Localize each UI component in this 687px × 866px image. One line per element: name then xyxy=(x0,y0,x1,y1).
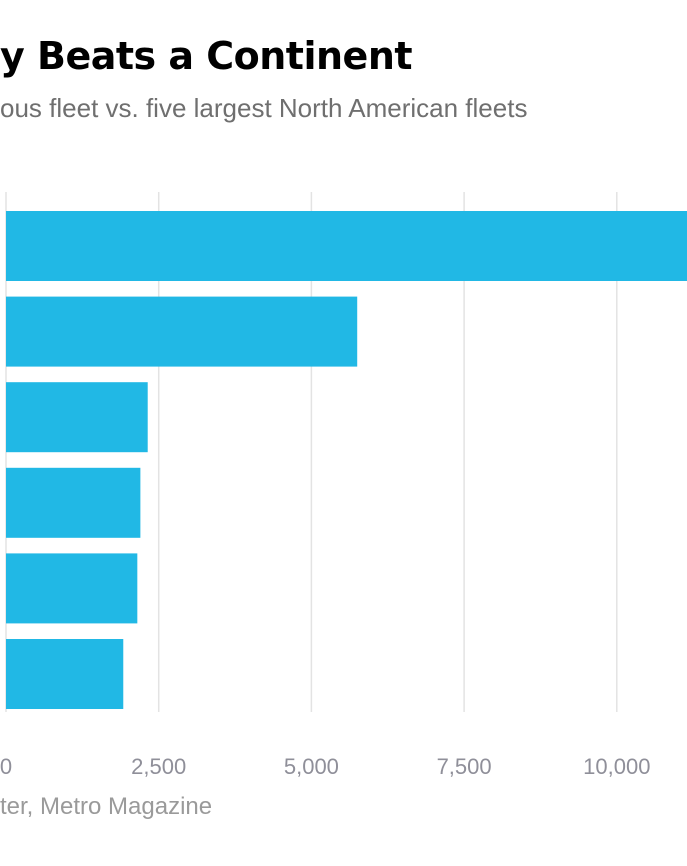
bar xyxy=(6,467,141,538)
bar xyxy=(6,296,358,367)
x-tick-label: 2,500 xyxy=(131,754,186,779)
x-tick-label: 0 xyxy=(0,754,12,779)
chart-subtitle: ous fleet vs. five largest North America… xyxy=(0,93,528,123)
chart-title: y Beats a Continent xyxy=(0,34,413,78)
source-note: ter, Metro Magazine xyxy=(0,793,213,820)
x-axis-ticks: 0 2,500 5,000 7,500 10,000 xyxy=(0,754,650,779)
x-tick-label: 5,000 xyxy=(284,754,339,779)
bar xyxy=(6,382,148,453)
bar xyxy=(6,553,138,624)
bar xyxy=(6,211,687,281)
bar xyxy=(6,639,124,709)
x-tick-label: 7,500 xyxy=(437,754,492,779)
x-tick-label: 10,000 xyxy=(583,754,650,779)
bars xyxy=(6,211,687,709)
